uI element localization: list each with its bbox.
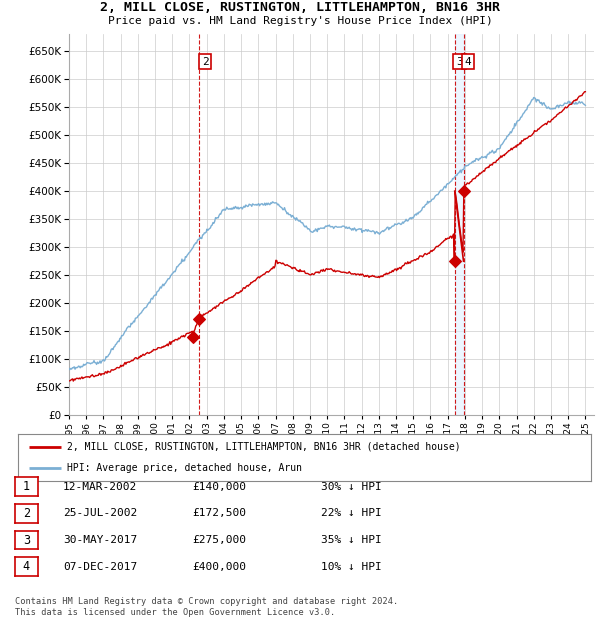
Text: 3: 3 <box>23 534 30 546</box>
Text: 2: 2 <box>202 56 208 66</box>
Text: 3: 3 <box>456 56 463 66</box>
Text: 2, MILL CLOSE, RUSTINGTON, LITTLEHAMPTON, BN16 3HR: 2, MILL CLOSE, RUSTINGTON, LITTLEHAMPTON… <box>100 1 500 14</box>
Point <box>459 186 469 196</box>
Text: £275,000: £275,000 <box>192 535 246 545</box>
Text: 30-MAY-2017: 30-MAY-2017 <box>63 535 137 545</box>
Text: 2, MILL CLOSE, RUSTINGTON, LITTLEHAMPTON, BN16 3HR (detached house): 2, MILL CLOSE, RUSTINGTON, LITTLEHAMPTON… <box>67 441 460 451</box>
Bar <box>455 34 464 415</box>
Text: £140,000: £140,000 <box>192 482 246 492</box>
Text: 25-JUL-2002: 25-JUL-2002 <box>63 508 137 518</box>
Text: HPI: Average price, detached house, Arun: HPI: Average price, detached house, Arun <box>67 463 302 473</box>
Text: 12-MAR-2002: 12-MAR-2002 <box>63 482 137 492</box>
Point <box>450 256 460 266</box>
Text: 2: 2 <box>23 507 30 520</box>
Text: Contains HM Land Registry data © Crown copyright and database right 2024.
This d: Contains HM Land Registry data © Crown c… <box>15 598 398 617</box>
Text: Price paid vs. HM Land Registry's House Price Index (HPI): Price paid vs. HM Land Registry's House … <box>107 16 493 26</box>
Text: 10% ↓ HPI: 10% ↓ HPI <box>321 562 382 572</box>
Text: 35% ↓ HPI: 35% ↓ HPI <box>321 535 382 545</box>
Text: 07-DEC-2017: 07-DEC-2017 <box>63 562 137 572</box>
Text: 30% ↓ HPI: 30% ↓ HPI <box>321 482 382 492</box>
Text: 4: 4 <box>23 560 30 573</box>
Point <box>194 314 204 324</box>
Text: 4: 4 <box>465 56 472 66</box>
Text: £400,000: £400,000 <box>192 562 246 572</box>
Text: 1: 1 <box>23 480 30 493</box>
Point <box>188 332 197 342</box>
Text: £172,500: £172,500 <box>192 508 246 518</box>
Text: 22% ↓ HPI: 22% ↓ HPI <box>321 508 382 518</box>
